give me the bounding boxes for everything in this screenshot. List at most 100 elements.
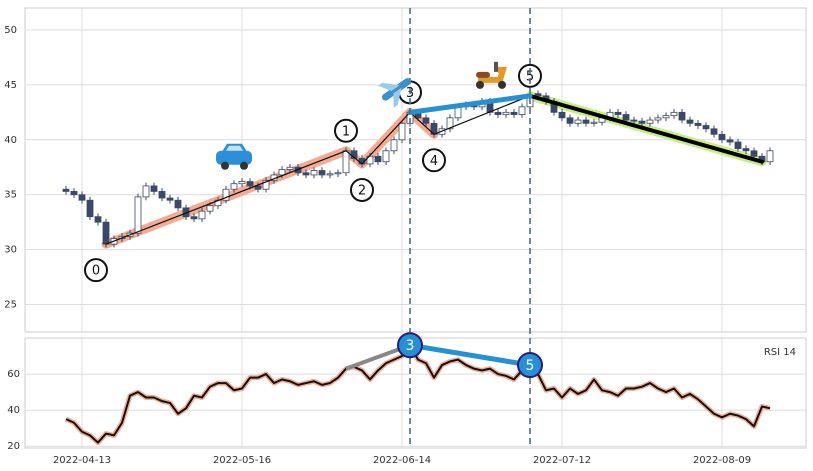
rsi-pivot-marker (517, 352, 543, 379)
y-tick-label: 25 (4, 300, 17, 311)
candle-body (694, 122, 702, 126)
pivot-marker (422, 148, 446, 173)
pivot-marker (350, 177, 374, 202)
candle-body (670, 111, 678, 117)
candle-body (302, 172, 310, 176)
candle-body (710, 128, 718, 135)
y-tick-label: 20 (7, 441, 20, 452)
candle-body (102, 221, 110, 245)
candle-body (726, 139, 734, 143)
x-tick-label: 2022-04-13 (53, 455, 111, 466)
candle-body (78, 194, 86, 201)
rsi-pivot-marker (397, 332, 423, 359)
candle-body (326, 173, 334, 176)
candle-body (150, 185, 158, 192)
candle-body (654, 117, 662, 121)
candle-body (174, 199, 182, 209)
pivot-marker (84, 258, 108, 283)
candle-body (734, 141, 742, 149)
icon-car (216, 143, 252, 170)
candle-body (702, 125, 710, 130)
candle-body (278, 169, 286, 176)
candle-body (246, 181, 254, 187)
rsi-divergence-line (409, 342, 531, 368)
rsi-line (65, 344, 771, 444)
candle-body (94, 216, 102, 223)
y-tick-label: 35 (4, 190, 17, 201)
y-tick-label: 45 (4, 80, 17, 91)
candle-body (494, 111, 502, 115)
pivot-label: 5 (526, 69, 534, 84)
candle-body (222, 188, 230, 201)
icon-scooter (476, 61, 508, 89)
candle-body (662, 115, 670, 119)
candle-body (622, 114, 630, 121)
legend-label: RSI 14 (764, 347, 796, 358)
rsi-pivot-label: 5 (526, 358, 535, 374)
candle-body (630, 119, 638, 122)
candle-body (342, 150, 350, 174)
pivot-label: 1 (342, 124, 350, 139)
candle-body (366, 155, 374, 165)
x-tick-label: 2022-05-16 (213, 455, 271, 466)
candle-body (374, 155, 382, 163)
y-tick-label: 50 (4, 25, 17, 36)
candle-body (198, 210, 206, 220)
candle-body (422, 117, 430, 124)
candle-body (534, 93, 542, 97)
candle-body (334, 172, 342, 175)
candle-body (70, 191, 78, 196)
candle-body (62, 188, 70, 192)
x-tick-label: 2022-07-12 (533, 455, 591, 466)
candle-body (254, 185, 262, 190)
candle-body (238, 181, 246, 185)
zigzag-line (105, 95, 531, 245)
pivot-marker (518, 63, 542, 88)
y-tick-label: 40 (7, 405, 20, 416)
pivot-marker (334, 118, 358, 143)
candle-body (678, 111, 686, 121)
candle-body (166, 197, 174, 201)
candle-body (158, 191, 166, 199)
x-tick-label: 2022-08-09 (693, 455, 751, 466)
pivot-label: 4 (430, 154, 438, 169)
y-tick-label: 60 (7, 369, 20, 380)
candle-body (134, 196, 142, 234)
icon-plane (378, 78, 412, 108)
candle-body (502, 111, 510, 115)
candle-body (638, 120, 646, 124)
candle-body (766, 150, 774, 163)
candle-body (566, 117, 574, 124)
candle-body (686, 119, 694, 124)
candle-body (446, 117, 454, 130)
candle-body (230, 183, 238, 190)
candle-body (718, 133, 726, 141)
candle-body (510, 111, 518, 115)
trend-line (528, 93, 764, 164)
candle-body (382, 150, 390, 163)
candle-body (86, 199, 94, 218)
pivot-label: 2 (358, 183, 366, 198)
candle-body (558, 111, 566, 119)
candle-body (206, 205, 214, 212)
y-tick-label: 30 (4, 245, 17, 256)
rsi-pivot-label: 3 (406, 338, 415, 354)
candle-body (262, 180, 270, 190)
divergence-line (407, 93, 533, 115)
pivot-label: 0 (92, 264, 100, 279)
plot-area (24, 7, 807, 333)
candle-body (574, 119, 582, 124)
candle-body (286, 166, 294, 170)
candle-body (614, 111, 622, 115)
candle-body (190, 216, 198, 220)
candle-body (582, 119, 590, 124)
x-tick-label: 2022-06-14 (373, 455, 431, 466)
candle-body (310, 170, 318, 176)
y-tick-label: 40 (4, 135, 17, 146)
candle-body (518, 106, 526, 115)
candle-body (590, 121, 598, 124)
candle-body (390, 139, 398, 152)
candle-body (742, 148, 750, 152)
candle-body (398, 122, 406, 141)
